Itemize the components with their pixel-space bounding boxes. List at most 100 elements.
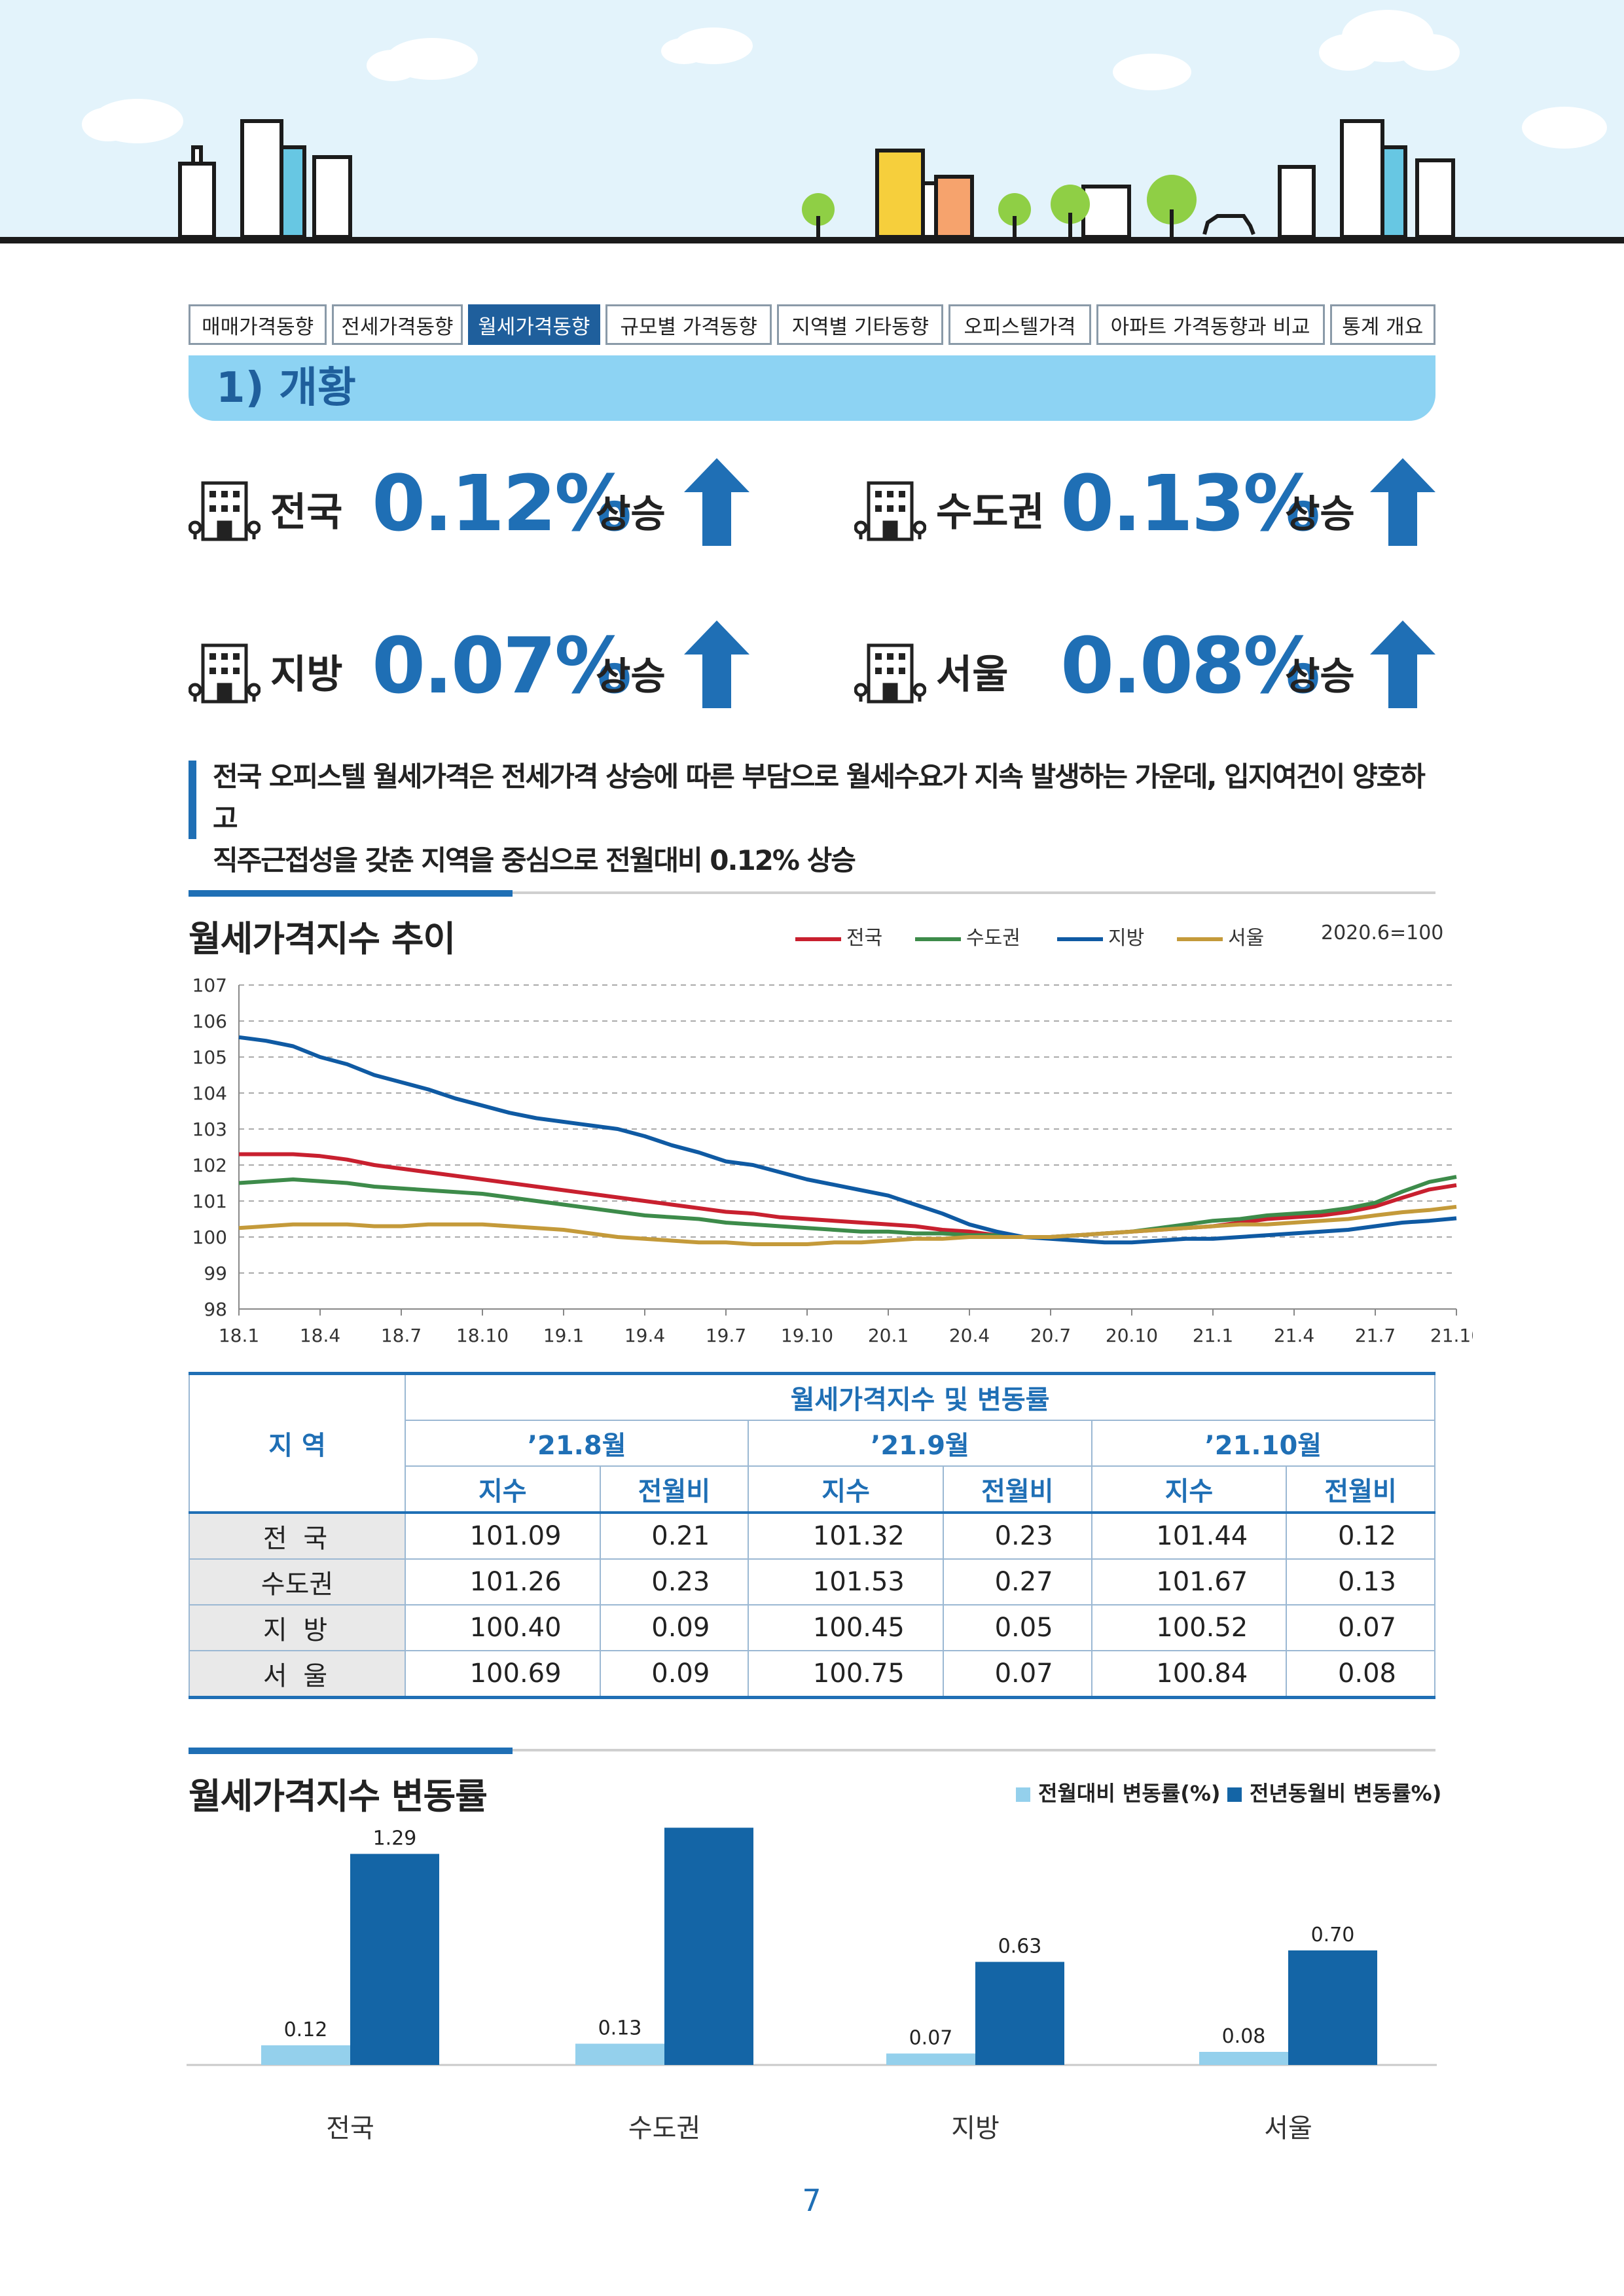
tab-monthly-rent[interactable]: 월세가격동향 (467, 304, 601, 345)
table-row: 지 방 100.40 0.09 100.45 0.05 100.52 0.07 (189, 1604, 1435, 1651)
bar-서울-0 (1199, 2052, 1288, 2065)
y-tick-label: 102 (192, 1155, 227, 1176)
legend-label: 서울 (1228, 927, 1265, 950)
building-icon (854, 481, 926, 541)
bar-지방-1 (975, 1962, 1064, 2065)
section-tabs: 매매가격동향 전세가격동향 월세가격동향 규모별 가격동향 지역별 기타동향 오… (189, 304, 1435, 345)
tab-by-region[interactable]: 지역별 기타동향 (777, 304, 944, 345)
table-header-month: ’21.10월 (1091, 1420, 1436, 1467)
legend-national: 전국 (795, 922, 882, 950)
stat-capital: 수도권 0.13% 상승 (854, 458, 1443, 548)
y-tick-label: 104 (192, 1083, 227, 1104)
y-tick-label: 99 (204, 1263, 227, 1284)
bar-수도권-1 (664, 1827, 753, 2065)
bar-전국-1 (350, 1854, 439, 2065)
y-tick-label: 107 (192, 975, 227, 996)
table-cell: 101.67 (1091, 1558, 1288, 1605)
tab-sale-price[interactable]: 매매가격동향 (189, 304, 327, 345)
table-header-change: 전월비 (599, 1465, 749, 1514)
section-divider-accent (189, 1748, 513, 1754)
table-cell: 100.84 (1091, 1650, 1288, 1699)
table-cell-region: 서 울 (189, 1650, 406, 1699)
header-banner (0, 0, 1624, 243)
y-tick-label: 98 (204, 1299, 227, 1320)
bar-지방-0 (886, 2053, 975, 2065)
x-tick-label: 20.10 (1106, 1325, 1158, 1346)
table-header-change: 전월비 (1286, 1465, 1435, 1514)
bar-value-label: 0.07 (909, 2027, 953, 2050)
line-chart: 98 99 100 101 102 103 104 105 106 107 18.1 18.4 18.7… (192, 975, 1473, 1346)
legend-label: 지방 (1108, 927, 1145, 950)
legend-swatch (1016, 1787, 1030, 1802)
category-label: 서울 (1264, 2113, 1312, 2144)
tab-stats-overview[interactable]: 통계 개요 (1329, 304, 1435, 345)
bar-value-label: 0.12 (284, 2018, 328, 2041)
x-tick-label: 18.7 (381, 1325, 422, 1346)
tab-by-size[interactable]: 규모별 가격동향 (605, 304, 772, 345)
stat-region: 서울 (936, 652, 1009, 698)
x-tick-label: 20.1 (868, 1325, 909, 1346)
tab-jeonse-price[interactable]: 전세가격동향 (332, 304, 463, 345)
city-skyline-illustration (82, 10, 1607, 239)
table-cell: 0.07 (942, 1650, 1092, 1699)
x-tick-label: 19.7 (706, 1325, 746, 1346)
x-tick-label: 18.4 (300, 1325, 340, 1346)
table-cell: 101.53 (748, 1558, 944, 1605)
legend-label: 전년동월비 변동률%) (1250, 1781, 1442, 1806)
section-title: 1) 개황 (216, 364, 356, 412)
stat-region: 전국 (270, 490, 343, 535)
legend-label: 전국 (846, 927, 883, 950)
legend-label: 수도권 (966, 927, 1020, 950)
legend-capital: 수도권 (915, 922, 1020, 950)
building-icon (854, 643, 926, 704)
bar-value-label: 0.70 (1311, 1924, 1355, 1946)
table-cell: 100.40 (405, 1604, 601, 1651)
y-tick-label: 100 (192, 1227, 227, 1248)
x-tick-label: 20.7 (1030, 1325, 1071, 1346)
up-arrow-icon (1370, 620, 1435, 708)
stat-value: 0.08% (1060, 620, 1320, 711)
table-cell: 101.09 (405, 1512, 601, 1560)
category-label: 수도권 (628, 2113, 700, 2144)
table-row: 전 국 101.09 0.21 101.32 0.23 101.44 0.12 (189, 1512, 1435, 1560)
table-cell: 101.26 (405, 1558, 601, 1605)
table-cell: 0.12 (1286, 1512, 1435, 1560)
y-tick-label: 106 (192, 1011, 227, 1032)
legend-label: 전월대비 변동률(%) (1038, 1781, 1221, 1806)
stat-national: 전국 0.12% 상승 (189, 458, 778, 548)
table-header-index: 지수 (1091, 1465, 1288, 1514)
stat-value: 0.13% (1060, 458, 1320, 548)
table-cell: 0.27 (942, 1558, 1092, 1605)
tab-officetel-price[interactable]: 오피스텔가격 (948, 304, 1091, 345)
legend-local: 지방 (1057, 922, 1144, 950)
up-arrow-icon (684, 458, 749, 546)
stat-local: 지방 0.07% 상승 (189, 620, 778, 711)
x-tick-label: 18.10 (456, 1325, 509, 1346)
x-tick-label: 18.1 (219, 1325, 259, 1346)
category-label: 지방 (951, 2113, 1000, 2144)
table-cell: 100.45 (748, 1604, 944, 1651)
legend-swatch (1057, 937, 1103, 941)
x-tick-label: 19.10 (781, 1325, 833, 1346)
table-header-group: 월세가격지수 및 변동률 (405, 1372, 1435, 1421)
table-cell: 0.09 (599, 1604, 749, 1651)
bar-수도권-0 (575, 2043, 664, 2065)
series-line-수도권 (238, 1175, 1457, 1239)
stat-region: 수도권 (936, 490, 1045, 535)
category-label: 전국 (326, 2113, 374, 2144)
legend-seoul: 서울 (1177, 922, 1264, 950)
summary-line: 전국 오피스텔 월세가격은 전세가격 상승에 따른 부담으로 월세수요가 지속 … (213, 761, 1426, 834)
table-cell: 0.21 (599, 1512, 749, 1560)
series-line-지방 (238, 1035, 1457, 1245)
legend-swatch (915, 937, 961, 941)
table-cell: 101.44 (1091, 1512, 1288, 1560)
bar-value-label: 0.63 (998, 1935, 1042, 1958)
table-header-month: ’21.9월 (748, 1420, 1092, 1467)
tab-apartment-compare[interactable]: 아파트 가격동향과 비교 (1096, 304, 1325, 345)
legend-swatch (1227, 1787, 1242, 1802)
section-divider-accent (189, 890, 513, 897)
section-divider (189, 1749, 1435, 1751)
stat-seoul: 서울 0.08% 상승 (854, 620, 1443, 711)
building-icon (189, 481, 261, 541)
stat-trend: 상승 (1285, 654, 1355, 698)
